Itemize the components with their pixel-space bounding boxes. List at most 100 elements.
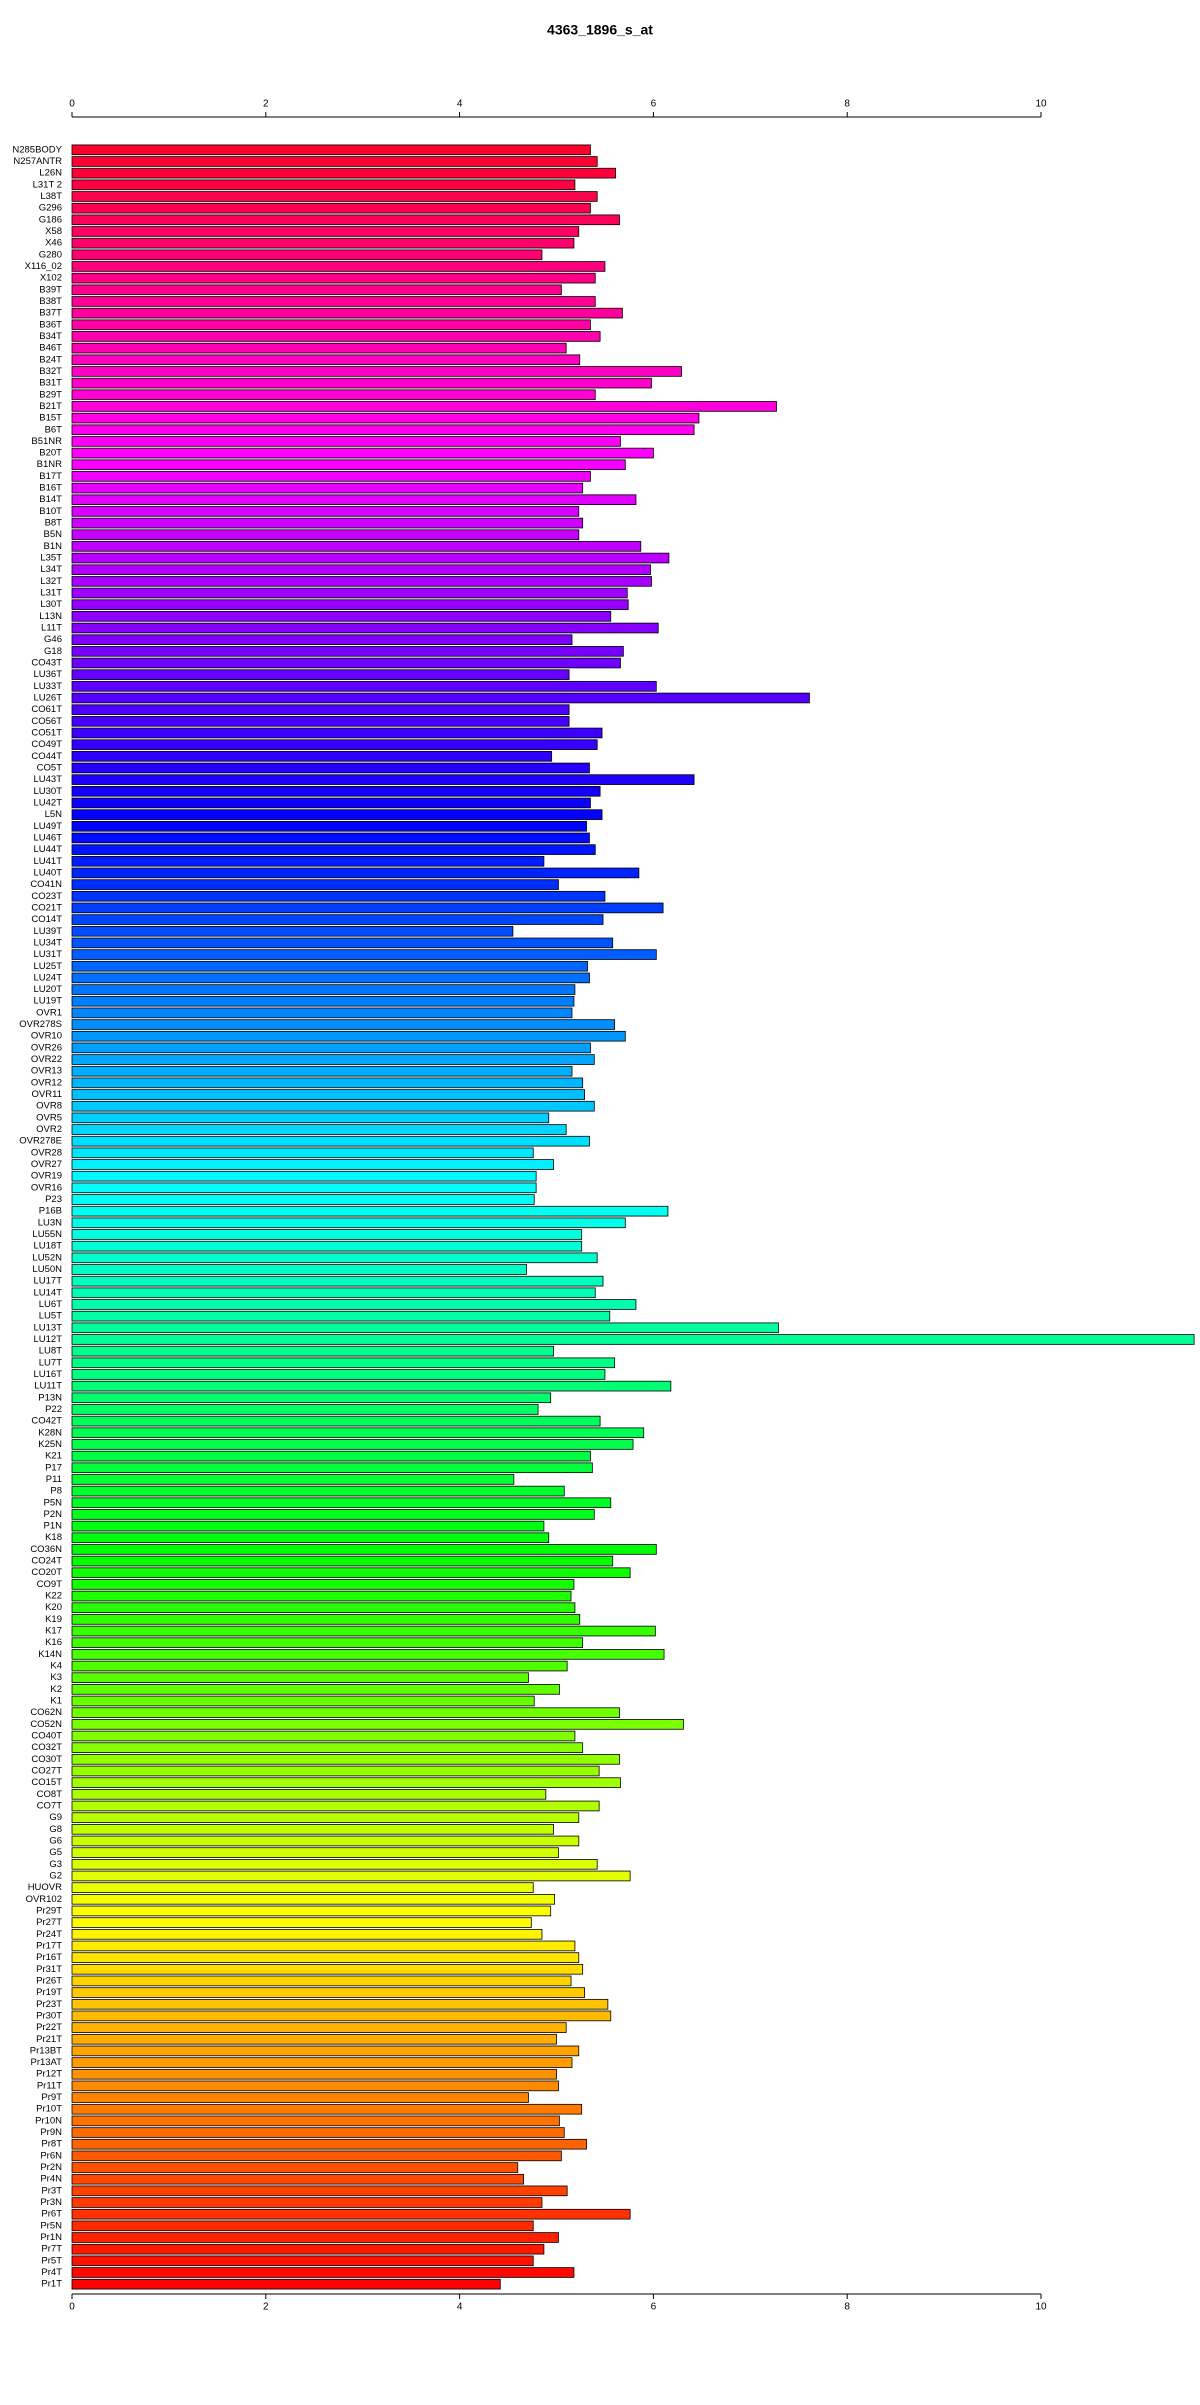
y-tick-label: OVR13 [31,1066,62,1077]
y-tick-label: G8 [49,1824,62,1835]
y-tick-label: L11T [41,623,62,634]
bar [71,972,590,984]
bar [71,855,545,867]
bar [71,389,596,401]
y-tick-label: B14T [39,494,62,505]
bar [71,611,612,622]
y-tick-label: CO21T [31,902,62,913]
y-tick-label: Pr1N [40,2232,62,2243]
y-tick-label: K21 [45,1451,62,1462]
bar [71,1217,626,1229]
y-tick-label: LU11T [34,1381,62,1392]
bar [71,646,624,657]
bar [71,1555,614,1567]
bar [71,307,623,319]
bar [71,471,591,482]
bar [71,2255,534,2267]
y-tick-label: OVR22 [31,1054,62,1065]
y-tick-label: CO8T [37,1789,63,1800]
y-tick-label: X46 [45,238,62,249]
bar [71,751,553,762]
bar [71,1672,529,1683]
bar [71,191,598,202]
y-tick-label: K1 [50,1696,62,1707]
bar [71,1345,554,1357]
bar [71,1509,595,1520]
y-tick-label: B21T [39,401,62,412]
bar [71,1205,669,1217]
bar [71,2197,543,2208]
x-tick-label: 8 [844,99,850,110]
bar [71,2220,534,2232]
bar [71,1567,631,1579]
bar [71,1905,552,1917]
y-tick-label: LU44T [33,844,62,855]
y-tick-label: B38T [39,296,62,307]
bar [71,2162,519,2173]
bar [71,1637,584,1648]
y-tick-label: K17 [45,1626,62,1637]
y-tick-label: CO23T [31,891,62,902]
y-tick-label: Pr6N [40,2150,62,2161]
y-tick-label: Pr10T [36,2104,62,2115]
y-tick-label: K16 [45,1637,62,1648]
y-tick-label: LU7T [39,1357,62,1368]
y-tick-label: P2N [44,1509,63,1520]
bar [71,1135,590,1147]
y-tick-label: OVR5 [36,1112,62,1123]
y-tick-label: L31T 2 [33,179,62,190]
y-tick-label: Pr21T [36,2034,62,2045]
y-tick-label: Pr19T [36,1987,62,1998]
bar [71,1159,554,1170]
bar [71,494,637,506]
y-tick-label: K25N [38,1439,62,1450]
y-tick-label: B32T [39,366,62,377]
y-tick-label: P13N [38,1392,62,1403]
y-tick-label: B36T [39,319,62,330]
bar [71,681,657,692]
y-tick-label: X116_02 [25,261,62,272]
y-tick-label: G2 [49,1870,62,1881]
bar [71,1100,595,1112]
bar [71,1614,581,1625]
bar [71,1124,567,1135]
y-tick-label: LU8T [39,1346,62,1357]
bar [71,179,576,191]
y-tick-label: B5N [44,529,63,540]
bar [71,832,590,844]
bar [71,506,580,517]
y-tick-label: K22 [45,1591,62,1602]
bar [71,1707,620,1718]
bar [71,1765,600,1777]
y-tick-label: LU52N [32,1252,62,1263]
bar [71,2267,575,2278]
bar [71,1660,568,1672]
bar [71,1893,555,1905]
bar [71,331,601,342]
y-tick-label: LU50N [32,1264,62,1275]
y-tick-label: OVR12 [31,1077,62,1088]
y-tick-label: LU33T [33,681,62,692]
bar [71,1287,596,1299]
bar [71,1870,631,1882]
bar [71,1182,537,1194]
bar [71,1019,616,1030]
y-tick-label: Pr26T [36,1975,62,1986]
bar [71,657,621,669]
bar [71,2232,559,2243]
y-tick-label: B51NR [31,436,62,447]
y-tick-label: CO7T [37,1800,63,1811]
y-tick-label: L34T [40,564,62,575]
bar [71,1812,580,1823]
bar [71,1520,545,1532]
y-tick-label: CO30T [31,1754,62,1765]
y-tick-label: OVR10 [31,1031,62,1042]
bar [71,727,603,739]
bar [71,716,570,727]
y-tick-label: Pr23T [36,1999,62,2010]
y-tick-label: P8 [50,1486,62,1497]
bar [71,1194,535,1205]
bar [71,482,584,494]
y-tick-label: OVR8 [36,1101,62,1112]
bar [71,1940,576,1952]
